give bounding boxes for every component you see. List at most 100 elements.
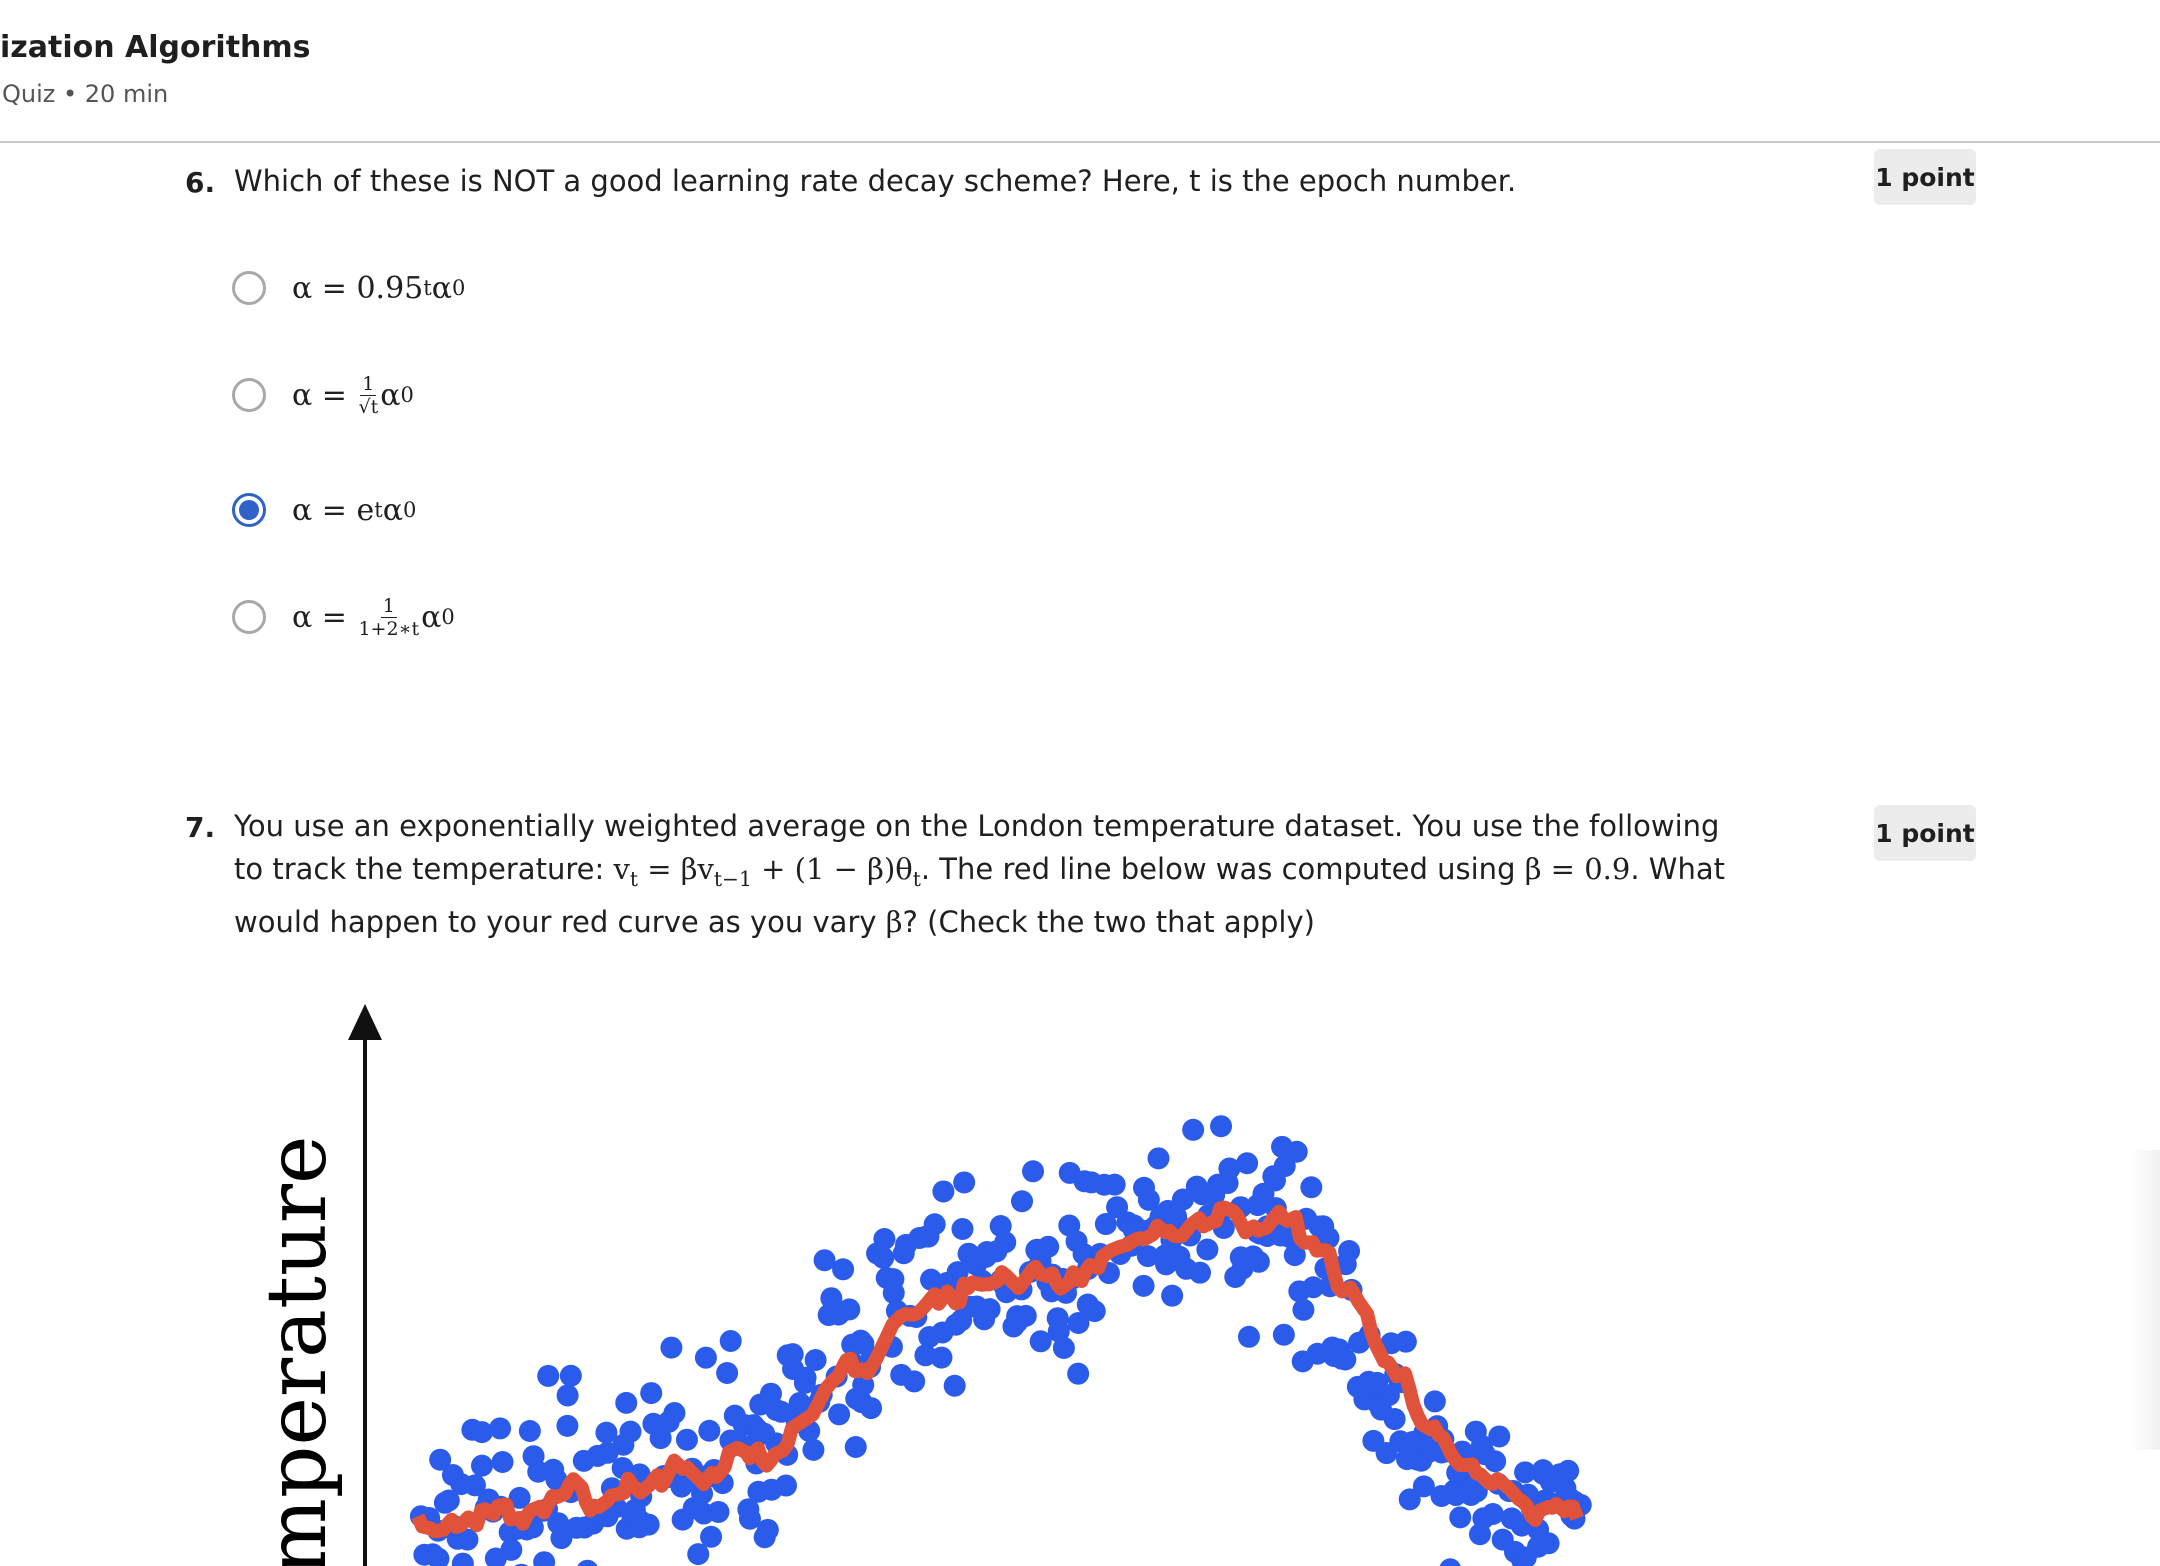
points-badge: 1 point <box>1874 149 1976 205</box>
subscript: 0 <box>402 498 417 522</box>
scatter-dot <box>914 1344 937 1367</box>
subscript: 0 <box>451 276 466 300</box>
scatter-dot <box>1137 1188 1160 1211</box>
scatter-dot <box>1046 1307 1069 1330</box>
answer-option[interactable]: α = 0.95 t α 0 <box>232 266 465 310</box>
scroll-shadow <box>2130 1150 2160 1450</box>
option-formula: α = 1 1+2∗t α 0 <box>292 595 455 640</box>
scatter-dot <box>838 1298 861 1321</box>
scatter-dot <box>649 1427 672 1450</box>
math-run: α <box>431 270 452 306</box>
scatter-dot <box>1132 1274 1155 1297</box>
scatter-dot <box>804 1349 827 1372</box>
scatter-dot <box>1196 1238 1219 1261</box>
scatter-dot <box>1383 1408 1406 1431</box>
scatter-dot <box>1067 1312 1090 1335</box>
math-run: α <box>380 377 401 413</box>
math-run: β = 0.9 <box>1524 852 1631 886</box>
scatter-dot <box>1237 1325 1260 1348</box>
question-number: 6. <box>185 166 216 199</box>
scatter-dot <box>872 1246 895 1269</box>
answer-option[interactable]: α = 1 √t α 0 <box>232 373 414 418</box>
scatter-dot <box>1218 1157 1241 1180</box>
scatter-dot <box>615 1391 638 1414</box>
scatter-dot <box>873 1228 896 1251</box>
subscript: t <box>629 866 638 891</box>
subscript: t−1 <box>713 866 752 891</box>
scatter-dot <box>1439 1558 1461 1566</box>
denominator: √t <box>358 395 379 418</box>
scatter-dot <box>619 1420 642 1443</box>
scatter-dot <box>828 1403 851 1426</box>
scatter-dot <box>1011 1190 1034 1213</box>
scatter-dot <box>813 1249 836 1272</box>
scatter-dot <box>537 1364 560 1387</box>
math-run: α = <box>292 377 357 413</box>
scatter-dot <box>903 1370 926 1393</box>
scatter-dot <box>716 1361 739 1384</box>
scatter-dot <box>1022 1160 1045 1183</box>
scatter-dot <box>844 1436 867 1459</box>
radio-button[interactable] <box>232 600 266 634</box>
scatter-dot <box>577 1559 598 1566</box>
answer-option[interactable]: α = 1 1+2∗t α 0 <box>232 595 455 640</box>
scatter-dot <box>533 1551 556 1566</box>
scatter-dot <box>1094 1213 1117 1236</box>
math-run: + (1 − β)θ <box>751 852 913 886</box>
scatter-dot <box>774 1474 797 1497</box>
radio-button[interactable] <box>232 493 266 527</box>
scatter-dot <box>953 1171 976 1194</box>
average-line <box>411 1200 1584 1539</box>
text-run: ? (Check the two that apply) <box>902 904 1315 939</box>
scatter-dot <box>451 1552 474 1566</box>
scatter-dot <box>429 1448 452 1471</box>
scatter-dot <box>427 1547 450 1566</box>
scatter-dot <box>923 1213 946 1236</box>
scatter-dot <box>820 1287 843 1310</box>
numerator: 1 <box>380 594 397 618</box>
scatter-dot <box>470 1421 493 1444</box>
scatter-dot <box>698 1419 721 1442</box>
scatter-dot <box>1338 1240 1361 1263</box>
scatter-dot <box>1182 1118 1205 1141</box>
scatter-dot <box>1165 1205 1188 1228</box>
scatter-dot <box>738 1507 761 1530</box>
scatter-dot <box>1037 1235 1060 1258</box>
fraction: 1 √t <box>358 373 378 418</box>
math-run: α <box>421 599 442 635</box>
scatter-dot <box>595 1421 618 1444</box>
scatter-dot <box>508 1486 531 1509</box>
scatter-dot <box>1161 1284 1184 1307</box>
scatter-dot <box>707 1500 730 1523</box>
scatter-dot <box>675 1428 698 1451</box>
scatter-dot <box>687 1543 710 1566</box>
math-run: α = e <box>292 492 375 528</box>
question-number: 7. <box>185 811 216 844</box>
points-badge: 1 point <box>1874 805 1976 861</box>
scatter-dot <box>514 1563 529 1566</box>
scatter-dot <box>832 1258 855 1281</box>
scatter-dot <box>518 1420 541 1443</box>
scatter-dot <box>932 1180 955 1203</box>
radio-button[interactable] <box>232 271 266 305</box>
divider <box>0 141 2160 143</box>
scatter-dot <box>1103 1173 1126 1196</box>
scatter-dot <box>802 1438 825 1461</box>
scatter-dot <box>1423 1390 1446 1413</box>
scatter-dot <box>1014 1304 1037 1327</box>
y-axis-label: emperature <box>250 1136 345 1566</box>
scatter-dot <box>1171 1188 1194 1211</box>
question-text: Which of these is NOT a good learning ra… <box>234 160 1754 203</box>
scatter-dot <box>1557 1459 1580 1482</box>
math-run: α = 0.95 <box>292 270 424 306</box>
math-run: α = <box>292 599 357 635</box>
text-run: . What would happen to your red curve as… <box>234 852 1725 939</box>
radio-button[interactable] <box>232 378 266 412</box>
text-run: You use an exponentially weighted averag… <box>234 809 1720 886</box>
scatter-dot <box>1083 1300 1106 1323</box>
scatter-dot <box>1484 1450 1507 1473</box>
scatter-dot <box>1283 1244 1306 1267</box>
